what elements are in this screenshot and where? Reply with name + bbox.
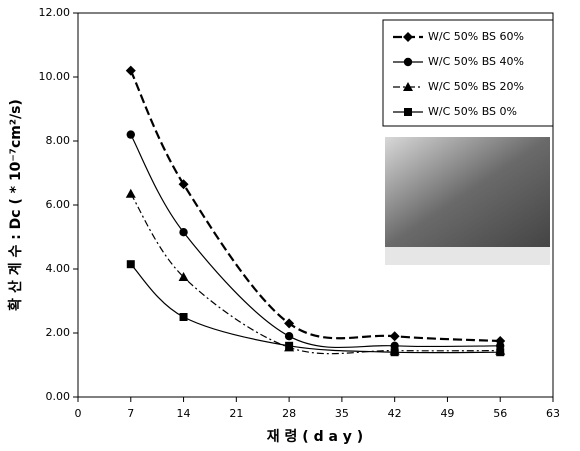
marker — [285, 341, 294, 350]
marker — [389, 331, 400, 342]
y-tick-label: 2.00 — [46, 326, 71, 339]
marker — [178, 272, 189, 281]
y-axis-label: 확 산 계 수 : Dc ( * 10⁻⁷cm²/s) — [7, 99, 24, 311]
y-tick-label: 8.00 — [46, 134, 71, 147]
y-tick-label: 4.00 — [46, 262, 71, 275]
marker — [179, 228, 188, 237]
x-tick-label: 35 — [335, 407, 349, 420]
legend-marker — [404, 108, 412, 116]
x-tick-label: 28 — [282, 407, 296, 420]
x-tick-label: 63 — [546, 407, 560, 420]
y-tick-label: 6.00 — [46, 198, 71, 211]
legend-label: W/C 50% BS 0% — [428, 105, 517, 118]
marker — [496, 348, 505, 357]
legend-label: W/C 50% BS 20% — [428, 80, 524, 93]
marker — [125, 188, 136, 198]
y-tick-label: 0.00 — [46, 390, 71, 403]
marker — [126, 260, 135, 269]
marker — [126, 130, 135, 139]
marker — [390, 348, 399, 357]
marker — [178, 179, 189, 190]
legend-marker — [403, 82, 413, 91]
marker — [125, 65, 136, 76]
x-tick-label: 7 — [127, 407, 134, 420]
marker — [179, 313, 188, 321]
x-tick-label: 49 — [440, 407, 454, 420]
legend-marker — [403, 32, 413, 42]
x-tick-label: 56 — [493, 407, 507, 420]
photo-inset-base — [385, 247, 550, 265]
y-tick-label: 12.00 — [39, 6, 71, 19]
x-tick-label: 14 — [177, 407, 191, 420]
series-line — [129, 70, 501, 343]
photo-inset — [385, 137, 550, 247]
legend-marker — [403, 57, 413, 67]
marker — [284, 332, 294, 341]
y-tick-label: 10.00 — [39, 70, 71, 83]
legend-label: W/C 50% BS 60% — [428, 30, 524, 43]
legend-label: W/C 50% BS 40% — [428, 55, 524, 68]
marker — [284, 318, 295, 329]
x-tick-label: 0 — [75, 407, 82, 420]
x-axis-label: 재 령 ( d a y ) — [267, 429, 363, 445]
x-tick-label: 21 — [229, 407, 243, 420]
x-tick-label: 42 — [388, 407, 402, 420]
